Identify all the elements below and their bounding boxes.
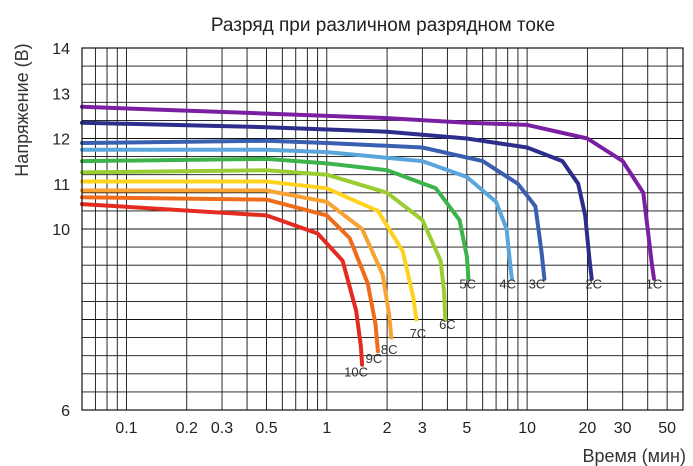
y-tick-label: 13 (52, 86, 70, 103)
series-line-4c (80, 147, 514, 281)
series-layer (80, 104, 656, 367)
x-tick-label: 2 (383, 420, 392, 437)
x-tick-label: 0.5 (255, 420, 277, 437)
y-tick-label: 10 (52, 222, 70, 239)
x-tick-label: 0.1 (115, 420, 137, 437)
series-line-5c (80, 156, 471, 281)
curve-label-6c: 6C (439, 317, 456, 332)
series-line-9c (80, 195, 380, 354)
x-tick-label: 0.2 (176, 420, 198, 437)
y-axis-label: Напряжение (В) (12, 43, 32, 176)
curve-label-3c: 3C (529, 276, 546, 291)
series-line-8c (80, 188, 394, 340)
series-line-6c (80, 168, 448, 322)
grid (81, 47, 684, 411)
curve-label-5c: 5C (459, 276, 476, 291)
curve-label-4c: 4C (499, 276, 516, 291)
y-tick-label: 14 (52, 41, 70, 58)
curve-label-8c: 8C (381, 342, 398, 357)
x-tick-label: 20 (579, 420, 597, 437)
chart-title: Разряд при различном разрядном токе (211, 15, 555, 36)
y-tick-label: 6 (61, 403, 70, 420)
x-tick-label: 5 (462, 420, 471, 437)
series-line-7c (80, 179, 419, 322)
series-line-10c (80, 202, 365, 367)
series-line-1c (80, 104, 656, 281)
series-line-3c (80, 138, 547, 281)
plot-frame (81, 47, 684, 411)
x-tick-label: 30 (614, 420, 632, 437)
curve-label-1c: 1C (646, 276, 663, 291)
x-tick-label: 0.3 (211, 420, 233, 437)
y-tick-label: 11 (53, 177, 70, 194)
x-tick-label: 1 (322, 420, 331, 437)
curve-label-9c: 9C (366, 351, 383, 366)
x-tick-label: 50 (658, 420, 676, 437)
curve-label-2c: 2C (585, 276, 602, 291)
y-tick-label: 12 (52, 132, 70, 149)
curve-label-7c: 7C (410, 326, 427, 341)
x-tick-label: 10 (518, 420, 536, 437)
curve-label-10c: 10C (344, 365, 368, 380)
x-tick-label: 3 (418, 420, 427, 437)
series-line-2c (80, 120, 594, 281)
x-axis-label: Время (мин) (582, 446, 686, 466)
